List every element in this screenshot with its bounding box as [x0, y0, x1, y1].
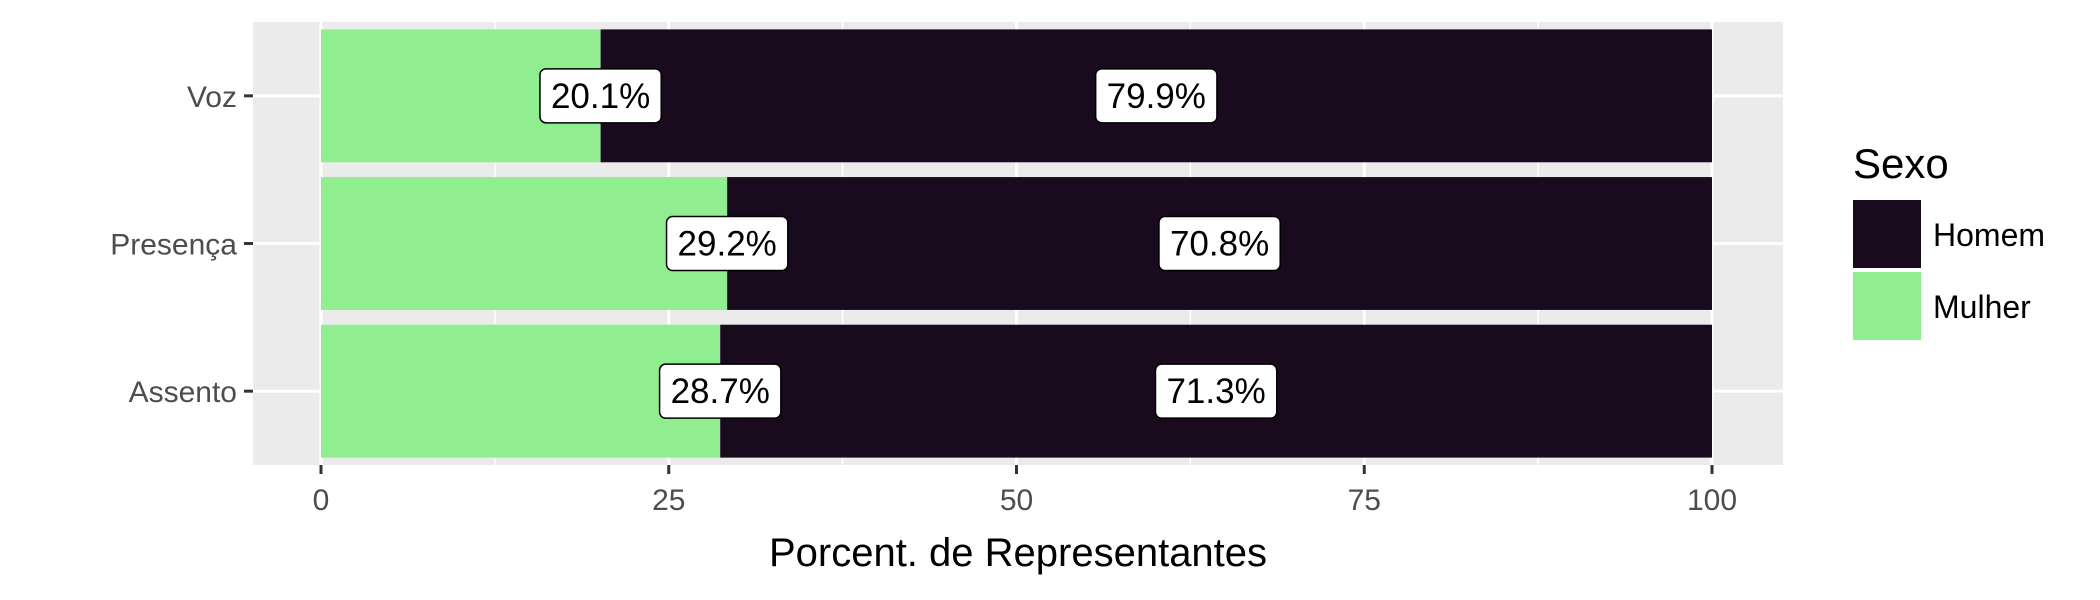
data-label-homem: 70.8% [1158, 215, 1281, 272]
data-label-homem: 79.9% [1094, 68, 1218, 124]
data-label-box [539, 68, 662, 124]
legend-key-homem [1853, 200, 1921, 268]
data-label-text: 20.1% [551, 77, 650, 116]
bar-mulher-presença [321, 177, 728, 310]
data-label-text: 29.2% [678, 225, 777, 264]
data-label-box [1094, 68, 1218, 124]
data-label-text: 79.9% [1107, 77, 1206, 116]
y-tick-label: Assento [129, 376, 237, 409]
data-label-text: 71.3% [1166, 372, 1265, 411]
data-label-mulher: 28.7% [658, 363, 782, 419]
bars [321, 29, 1712, 458]
x-tick-label: 75 [1348, 484, 1381, 517]
x-tick-label: 100 [1687, 484, 1737, 517]
x-axis-title: Porcent. de Representantes [769, 531, 1267, 575]
data-label-box [658, 363, 782, 419]
x-tick-label: 0 [313, 484, 330, 517]
legend-key-mulher [1853, 272, 1921, 340]
legend: Sexo Homem Mulher [1853, 140, 2045, 340]
x-tick-label: 50 [1000, 484, 1033, 517]
legend-label-homem: Homem [1933, 217, 2045, 253]
x-tick-label: 25 [652, 484, 685, 517]
data-label-text: 28.7% [671, 372, 770, 411]
data-label-box [1158, 215, 1281, 272]
bar-mulher-assento [321, 324, 721, 458]
data-label-mulher: 29.2% [665, 215, 789, 272]
data-label-box [1154, 363, 1278, 419]
data-label-box [665, 215, 789, 272]
data-label-text: 70.8% [1170, 225, 1269, 264]
data-label-homem: 71.3% [1154, 363, 1278, 419]
data-labels: 20.1% 79.9% 29.2% 70.8% 28.7% 71.3% [539, 68, 1281, 419]
legend-label-mulher: Mulher [1933, 289, 2031, 325]
y-tick-label: Presença [110, 229, 237, 262]
y-tick-label: Voz [187, 81, 237, 114]
legend-title: Sexo [1853, 140, 1949, 187]
axes: 0 25 50 75 100 Voz Presença Assento [110, 81, 1737, 517]
data-label-mulher: 20.1% [539, 68, 662, 124]
